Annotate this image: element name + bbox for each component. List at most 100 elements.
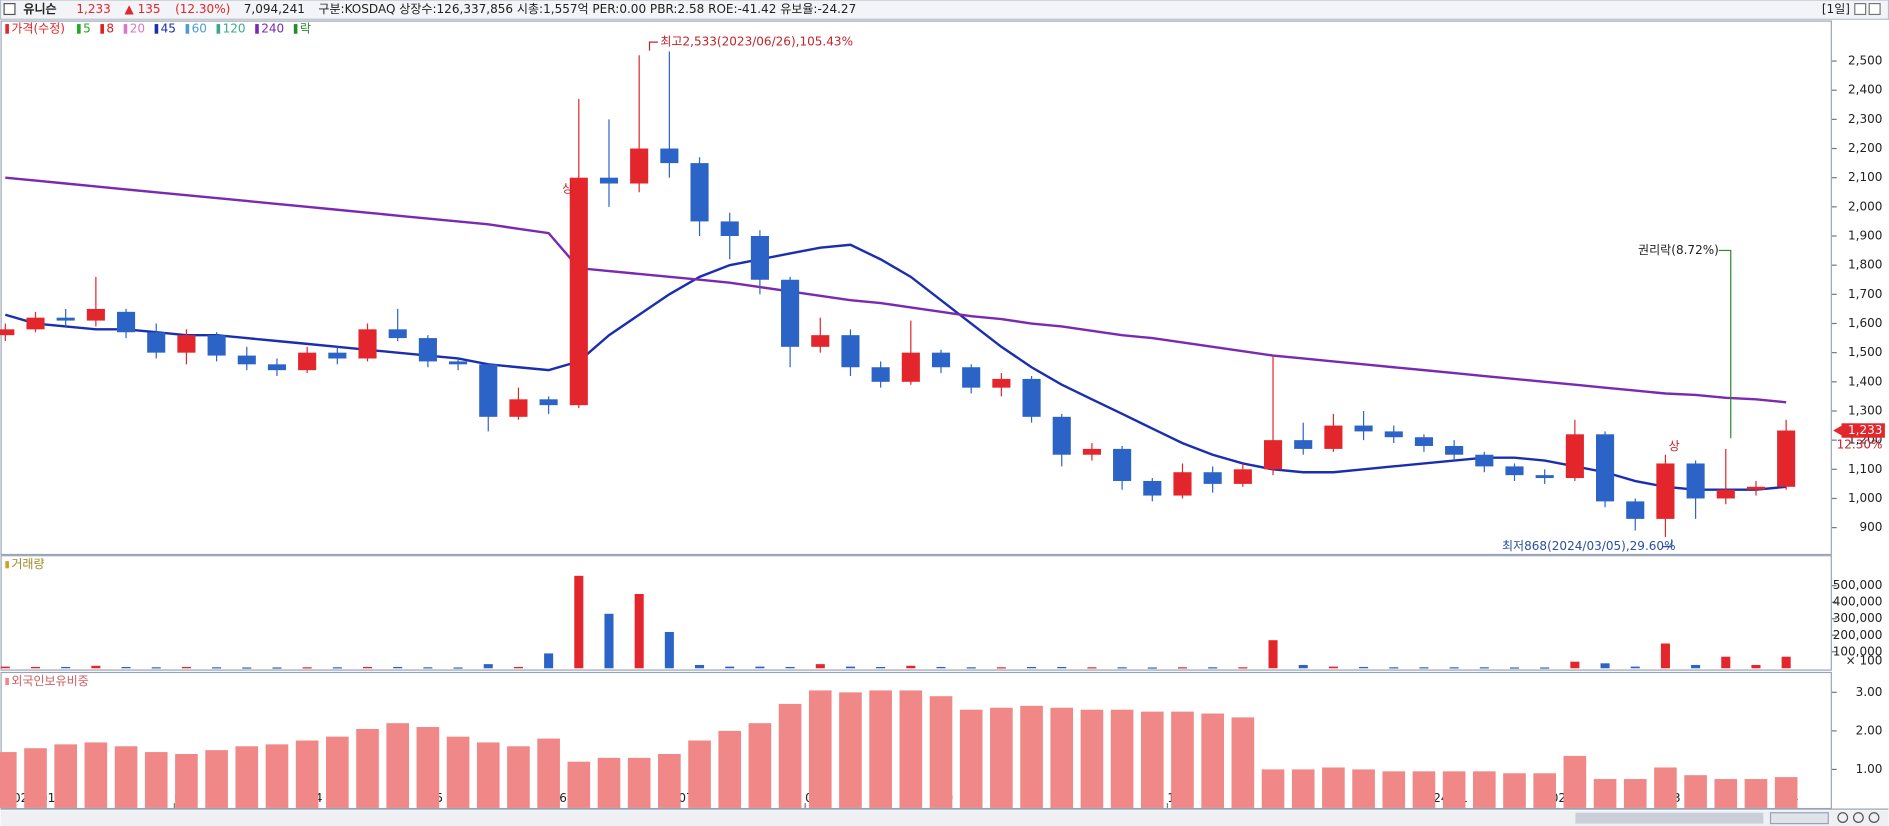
candle-body — [237, 355, 256, 365]
bar — [1171, 711, 1194, 808]
candle-body — [1475, 454, 1494, 467]
bar — [1449, 667, 1459, 669]
bar — [1533, 773, 1557, 808]
bar — [839, 692, 862, 808]
bar — [272, 667, 282, 669]
y-tick-label: 1,900 — [1848, 229, 1882, 243]
bar — [476, 742, 500, 808]
bar — [1684, 775, 1707, 808]
unit-label: × 100 — [1846, 654, 1883, 668]
price-panel — [0, 20, 1832, 556]
y-tick-label: 1,600 — [1848, 316, 1882, 330]
last-price: 1,233 — [1848, 423, 1882, 437]
zoom-button[interactable] — [1868, 812, 1880, 823]
bar — [1359, 666, 1369, 669]
legend-label: 8 — [106, 21, 114, 35]
candle-body — [1354, 425, 1373, 432]
y-tick-label: 3.00 — [1856, 685, 1883, 699]
candle-body — [569, 177, 588, 406]
candle-body — [1686, 463, 1705, 499]
candle-body — [388, 329, 407, 339]
zoom-slider[interactable] — [1769, 812, 1829, 825]
bar — [1714, 779, 1738, 808]
candle-body — [479, 364, 498, 417]
bar — [1298, 664, 1308, 669]
bar — [627, 757, 651, 808]
legend-swatch — [216, 24, 221, 34]
zoom-button[interactable] — [1837, 812, 1849, 823]
y-tick-label: 2,100 — [1848, 170, 1882, 184]
period-button[interactable]: [1일] — [1822, 2, 1850, 16]
moving-average — [5, 176, 1787, 404]
bar — [718, 730, 742, 808]
bar — [1442, 771, 1466, 808]
legend-swatch — [5, 24, 9, 34]
bar — [1261, 769, 1285, 808]
annotation-arrow — [1718, 249, 1732, 439]
candle-body — [0, 329, 15, 336]
candle-body — [1777, 430, 1796, 487]
bar — [356, 728, 379, 808]
y-tick-label: 1,100 — [1848, 462, 1882, 476]
window-button[interactable] — [1854, 3, 1867, 16]
candle-body — [86, 308, 105, 321]
legend-label: 120 — [223, 21, 246, 35]
bar — [393, 666, 403, 669]
candle-body — [871, 367, 890, 382]
bar — [1540, 667, 1550, 669]
y-tick-label: 2,200 — [1848, 141, 1882, 155]
bar — [446, 736, 470, 808]
y-tick-label: 1,700 — [1848, 287, 1882, 301]
y-tick-label: 1,300 — [1848, 403, 1882, 417]
candle-body — [1173, 472, 1192, 496]
bar — [1389, 667, 1399, 669]
bar — [755, 666, 765, 669]
bar — [929, 696, 953, 808]
bar — [808, 690, 832, 808]
y-tick-label: 300,000 — [1833, 611, 1883, 625]
candle-body — [660, 148, 679, 164]
zoom-button[interactable] — [1852, 812, 1864, 823]
bar — [483, 664, 493, 669]
bar — [1050, 707, 1074, 808]
y-tick-label: 100,000 — [1833, 644, 1883, 658]
bar — [1268, 640, 1278, 669]
candle-body — [509, 399, 528, 417]
bar — [507, 746, 530, 808]
bar — [1027, 666, 1037, 669]
candle-body — [56, 317, 75, 321]
window-button[interactable] — [1868, 3, 1881, 16]
bar — [1177, 667, 1188, 669]
y-tick-label: 1,800 — [1848, 258, 1882, 272]
bar — [24, 748, 47, 808]
candle-body — [962, 367, 981, 388]
candle-body — [1746, 486, 1766, 490]
checkbox[interactable] — [3, 3, 16, 16]
scrollbar-thumb[interactable] — [1575, 812, 1764, 824]
candle-body — [931, 352, 951, 368]
bar — [30, 666, 41, 669]
candle-body — [599, 177, 619, 184]
bar — [235, 746, 259, 808]
candle-body — [690, 163, 709, 222]
bar — [91, 665, 101, 669]
bar — [121, 666, 131, 669]
y-tick-label: 2,300 — [1848, 112, 1882, 126]
bar — [990, 707, 1013, 808]
bar — [906, 665, 916, 669]
bar — [959, 709, 983, 808]
bar — [1238, 667, 1248, 669]
candle-body — [177, 335, 196, 353]
candle-body — [298, 352, 317, 371]
stock-info: 구분:KOSDAQ 상장수:126,337,856 시총:1,557억 PER:… — [318, 2, 856, 16]
y-tick-label: 1,400 — [1848, 374, 1882, 388]
legend-label: 45 — [161, 21, 176, 35]
y-tick-label: 900 — [1860, 520, 1883, 534]
bar — [144, 752, 168, 808]
price: 1,233 — [76, 2, 110, 16]
last-price-pointer — [1833, 425, 1842, 436]
bar — [1328, 666, 1338, 669]
bar — [1660, 643, 1670, 669]
candle-body — [449, 361, 468, 365]
last-change: 12.30% — [1837, 437, 1883, 451]
